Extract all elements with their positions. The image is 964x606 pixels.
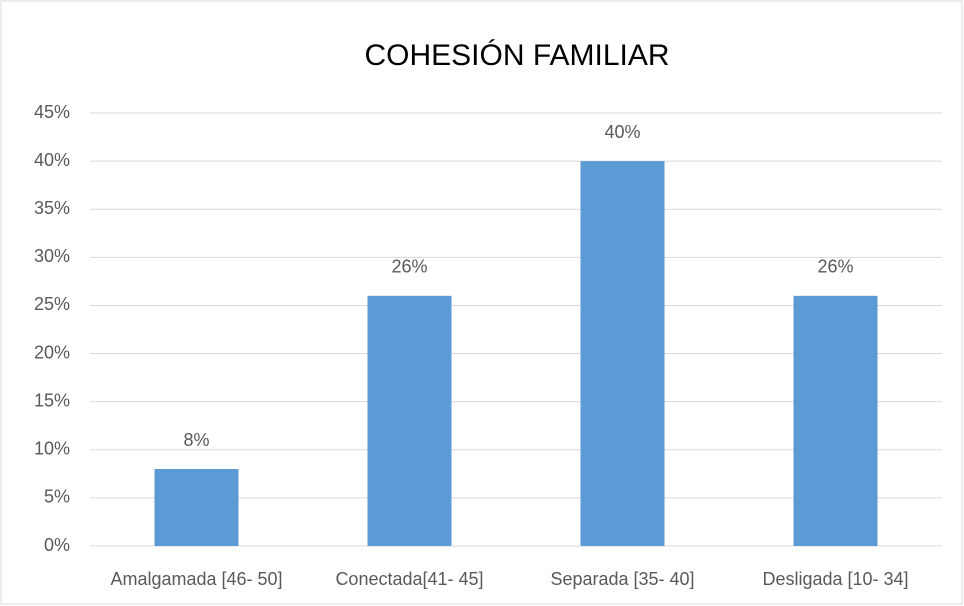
data-label: 8% bbox=[183, 430, 209, 450]
bar bbox=[580, 161, 665, 546]
data-label: 26% bbox=[391, 257, 427, 277]
x-tick-label: Conectada[41- 45] bbox=[335, 569, 483, 589]
chart-title: COHESIÓN FAMILIAR bbox=[364, 39, 669, 72]
y-tick-label: 40% bbox=[34, 150, 70, 170]
y-tick-label: 35% bbox=[34, 198, 70, 218]
bar bbox=[154, 469, 239, 546]
y-tick-label: 20% bbox=[34, 342, 70, 362]
data-label: 26% bbox=[817, 257, 853, 277]
y-tick-label: 0% bbox=[44, 535, 70, 555]
x-tick-label: Separada [35- 40] bbox=[550, 569, 694, 589]
x-tick-label: Amalgamada [46- 50] bbox=[110, 569, 282, 589]
y-tick-label: 25% bbox=[34, 294, 70, 314]
bar bbox=[367, 295, 452, 546]
data-label: 40% bbox=[604, 122, 640, 142]
y-tick-label: 30% bbox=[34, 246, 70, 266]
bar bbox=[793, 295, 878, 546]
x-tick-label: Desligada [10- 34] bbox=[762, 569, 908, 589]
y-tick-label: 10% bbox=[34, 439, 70, 459]
y-tick-label: 45% bbox=[34, 102, 70, 122]
y-tick-label: 15% bbox=[34, 390, 70, 410]
y-tick-label: 5% bbox=[44, 487, 70, 507]
